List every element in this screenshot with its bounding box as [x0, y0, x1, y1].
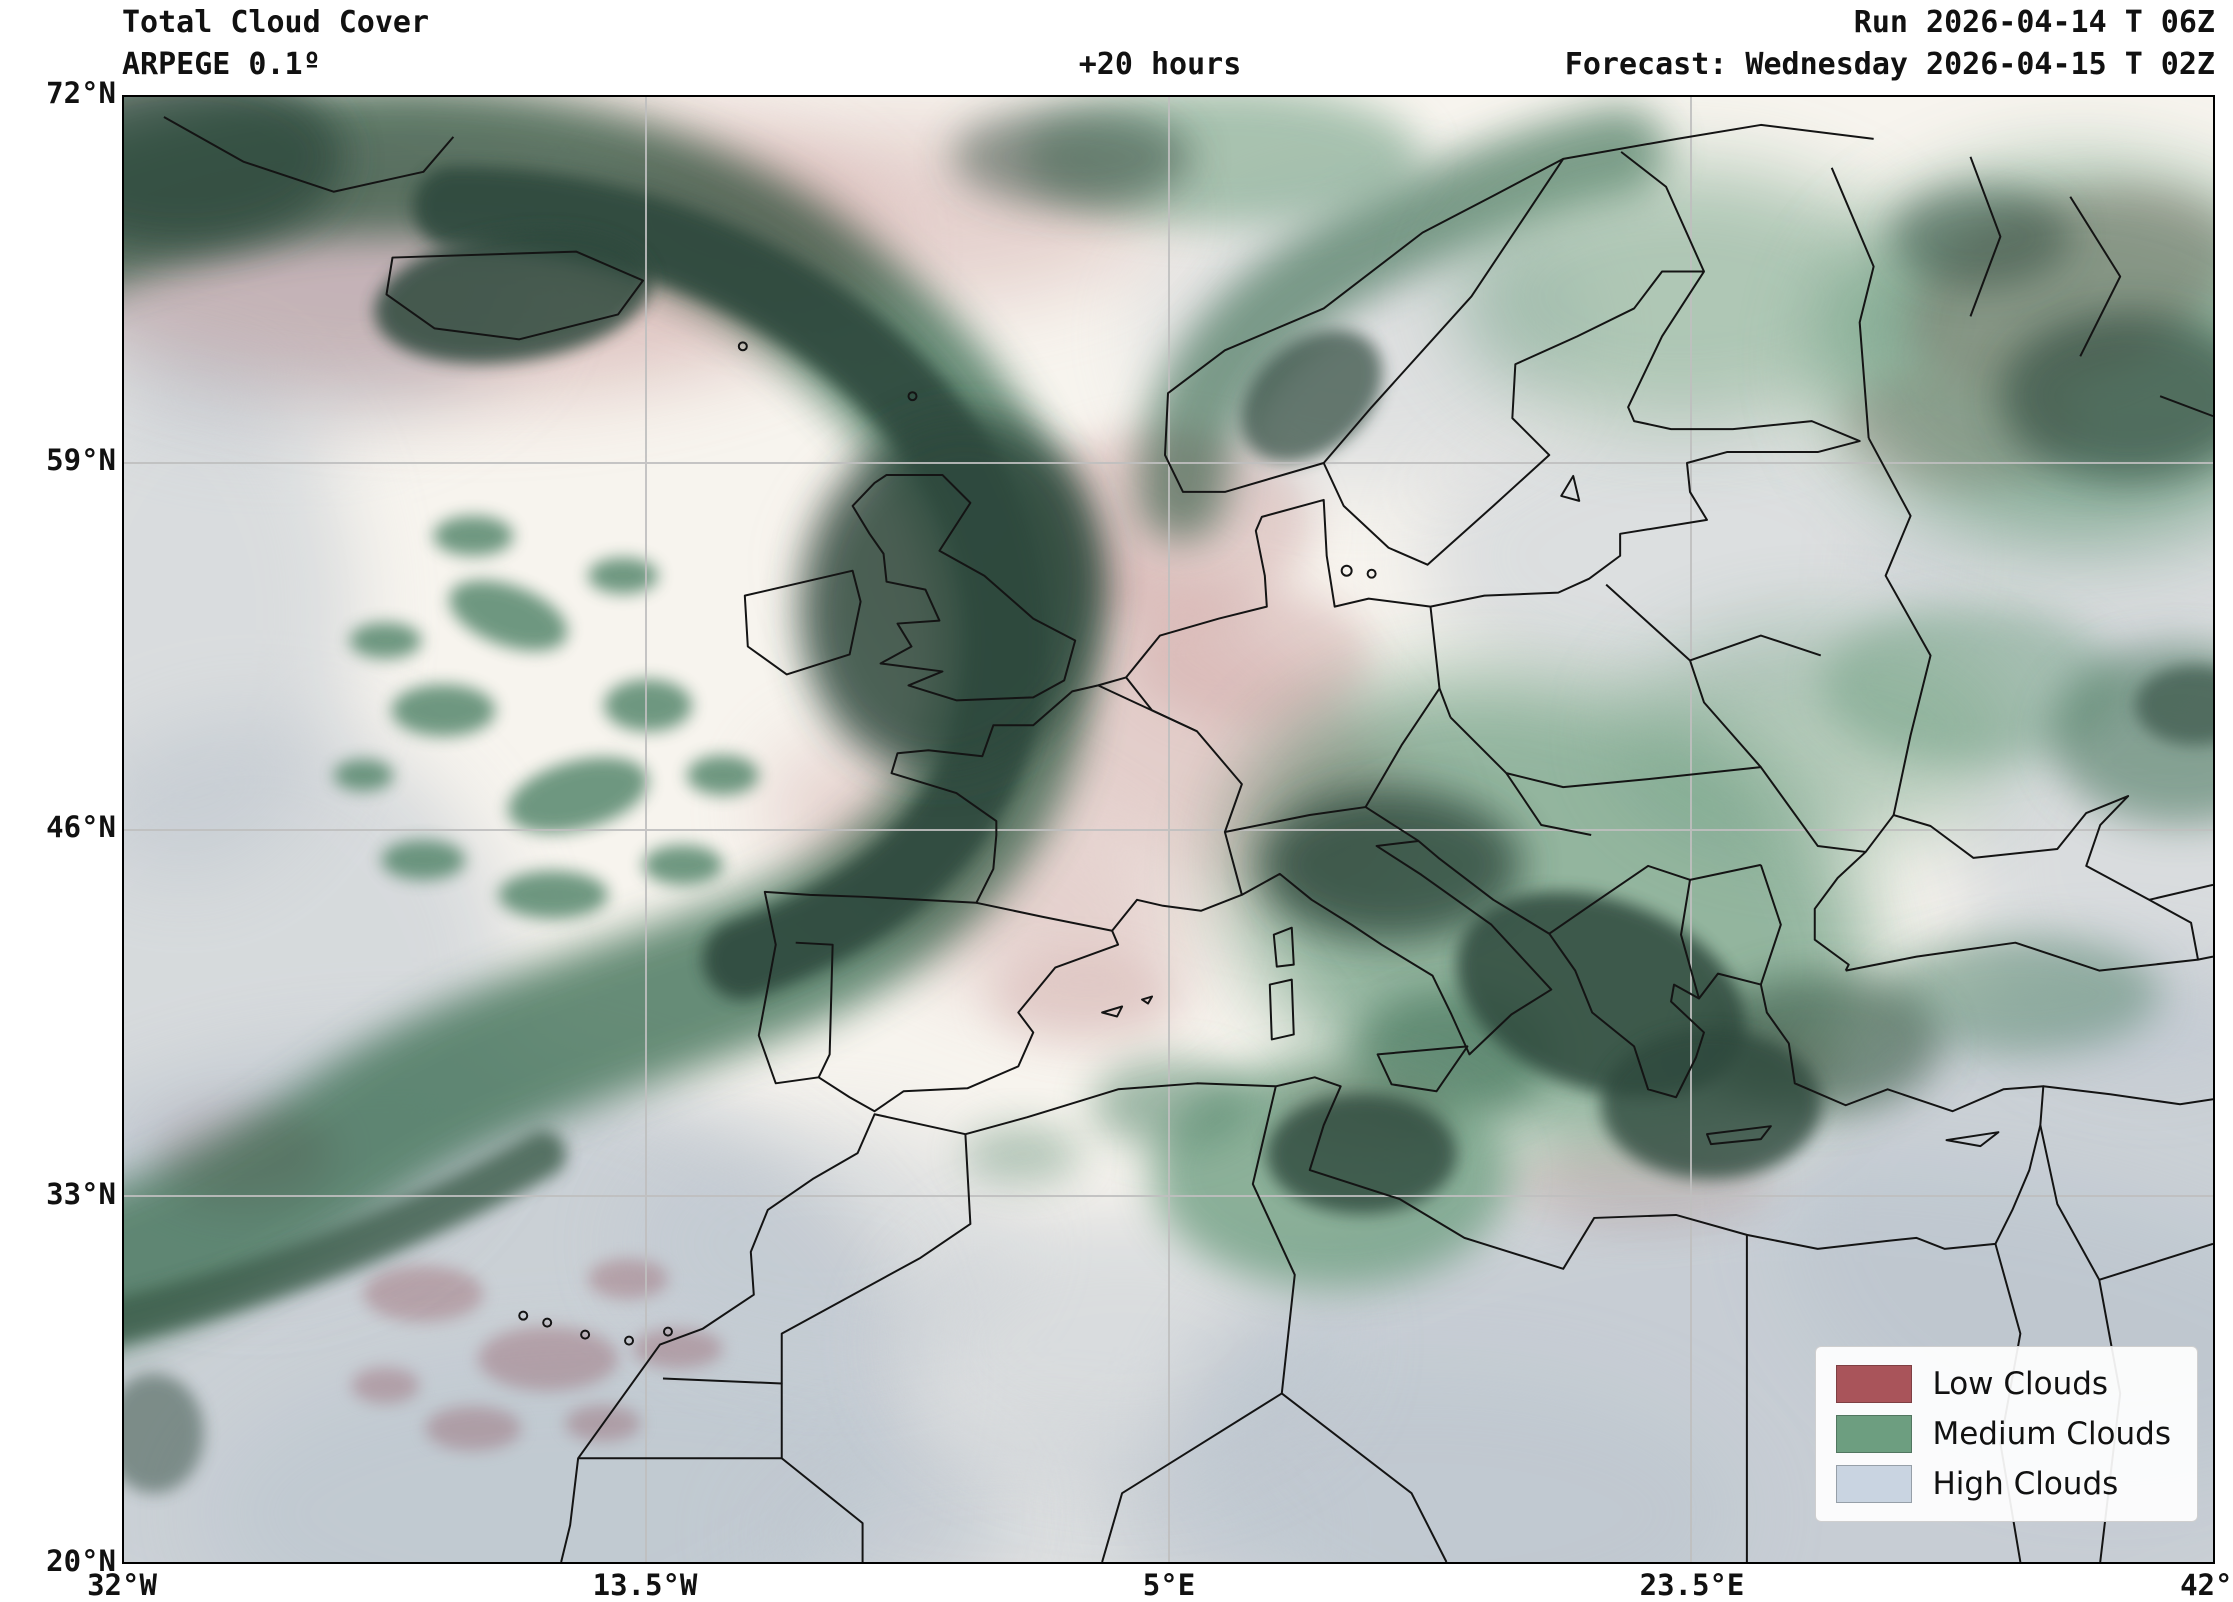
- lead-time-label: +20 hours: [1078, 47, 1242, 82]
- country-borders: [163, 116, 2213, 1562]
- lon-tick-235e: 23.5°E: [1639, 1568, 1745, 1602]
- border-norway-sweden: [1322, 158, 1565, 464]
- medium-clouds-swatch: [1836, 1415, 1913, 1453]
- island-gotland: [1560, 474, 1581, 502]
- border-mauritania: [781, 1457, 864, 1562]
- island-cyprus: [1945, 1131, 2000, 1148]
- border-algeria-tunisia-libya: [1251, 1086, 1448, 1562]
- medium-clouds-label: Medium Clouds: [1932, 1416, 2171, 1452]
- legend-item-medium: Medium Clouds: [1836, 1415, 2171, 1453]
- border-germany-czech: [1364, 687, 1441, 808]
- island-canaries: [518, 1310, 673, 1346]
- border-benelux: [1125, 676, 1198, 733]
- island-small-north: [737, 341, 1377, 579]
- island-sicily: [1376, 1045, 1469, 1093]
- legend-item-low: Low Clouds: [1836, 1365, 2171, 1403]
- lon-tick-32w: 32°W: [87, 1568, 157, 1602]
- border-hungary: [1505, 772, 1592, 836]
- low-clouds-swatch: [1836, 1365, 1913, 1403]
- border-russia-1: [1969, 156, 2002, 317]
- cloud-cover-map: [124, 97, 2213, 1562]
- border-belarus: [1689, 634, 1822, 662]
- lon-tick-135w: 13.5°W: [592, 1568, 698, 1602]
- border-alps-north: [1224, 806, 1420, 842]
- border-bulgaria-greece: [1680, 879, 1700, 999]
- map-plot-area: Low Clouds Medium Clouds High Clouds: [122, 95, 2215, 1564]
- border-russia-2: [2069, 196, 2122, 357]
- island-sardinia: [1268, 978, 1295, 1041]
- legend-item-high: High Clouds: [1836, 1465, 2171, 1503]
- coast-great-britain: [851, 473, 1077, 702]
- border-iraq: [2098, 1242, 2213, 1281]
- coast-iceland: [385, 250, 645, 341]
- legend: Low Clouds Medium Clouds High Clouds: [1815, 1346, 2198, 1522]
- border-bulgaria-turkey: [1759, 864, 1782, 985]
- border-poland-east: [1605, 583, 1762, 768]
- border-serbia-bulgaria: [1548, 863, 1762, 935]
- high-clouds-label: High Clouds: [1932, 1466, 2119, 1502]
- model-label: ARPEGE 0.1º: [122, 47, 321, 82]
- forecast-time-label: Forecast: Wednesday 2026-04-15 T 02Z: [1564, 47, 2215, 82]
- coast-black-sea: [1813, 795, 2213, 972]
- dense-clouds-layer: [124, 97, 2213, 1494]
- lon-tick-42e: 42°E: [2180, 1568, 2233, 1602]
- lat-tick-33n: 33°N: [46, 1177, 116, 1211]
- low-clouds-layer: [124, 97, 2213, 1451]
- coast-greenland: [163, 116, 455, 193]
- lat-tick-72n: 72°N: [46, 76, 116, 110]
- border-algeria-niger: [1101, 1392, 1283, 1562]
- lon-tick-5e: 5°E: [1142, 1568, 1196, 1602]
- border-russia-3: [2159, 395, 2213, 418]
- border-spain-portugal: [795, 941, 834, 1078]
- border-pyrenees: [976, 901, 1113, 932]
- island-crete: [1705, 1125, 1772, 1146]
- coast-continental: [560, 123, 2045, 1562]
- lat-tick-20n: 20°N: [46, 1544, 116, 1578]
- coast-ireland: [743, 569, 862, 676]
- coast-turkey-north: [1845, 941, 2199, 972]
- border-finland-russia: [1830, 167, 1875, 439]
- island-balearics: [1101, 995, 1154, 1018]
- chart-title: Total Cloud Cover: [122, 5, 430, 40]
- island-corsica: [1272, 926, 1295, 968]
- border-caucasus: [2148, 883, 2213, 901]
- high-clouds-swatch: [1836, 1465, 1913, 1503]
- border-turkey-syria: [2043, 1085, 2213, 1106]
- border-morocco-algeria: [662, 1134, 972, 1385]
- border-ukraine-russia: [1867, 437, 1932, 816]
- low-clouds-label: Low Clouds: [1932, 1366, 2109, 1402]
- lat-tick-46n: 46°N: [46, 810, 116, 844]
- border-sweden-finland: [1620, 151, 1705, 272]
- lat-tick-59n: 59°N: [46, 443, 116, 477]
- run-time-label: Run 2026-04-14 T 06Z: [1853, 5, 2215, 40]
